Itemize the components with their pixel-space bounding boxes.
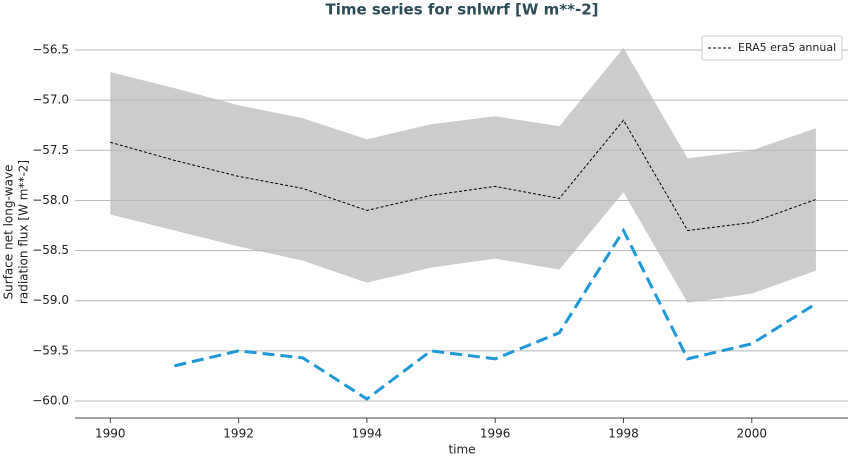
y-tick-label: −58.5 [32, 243, 69, 257]
y-tick-label: −60.0 [32, 393, 69, 407]
chart-title: Time series for snlwrf [W m**-2] [325, 1, 598, 19]
legend-label: ERA5 era5 annual [738, 41, 836, 54]
y-axis-label: radiation flux [W m**-2] [17, 160, 31, 304]
x-tick-label: 1996 [480, 427, 511, 441]
x-axis-label: time [448, 443, 475, 457]
y-tick-label: −59.5 [32, 343, 69, 357]
y-tick-label: −56.5 [32, 43, 69, 57]
y-tick-label: −57.0 [32, 93, 69, 107]
x-tick-label: 2000 [737, 427, 768, 441]
x-tick-label: 1992 [223, 427, 254, 441]
y-tick-label: −57.5 [32, 143, 69, 157]
legend-box [701, 35, 843, 61]
y-tick-label: −58.0 [32, 193, 69, 207]
y-axis-label: Surface net long-wave [2, 165, 16, 300]
y-tick-label: −59.0 [32, 293, 69, 307]
x-tick-label: 1994 [352, 427, 383, 441]
series-line [174, 227, 817, 401]
spread-band [110, 48, 816, 303]
series-line [110, 119, 817, 232]
x-tick-label: 1990 [95, 427, 126, 441]
x-tick-label: 1998 [608, 427, 639, 441]
